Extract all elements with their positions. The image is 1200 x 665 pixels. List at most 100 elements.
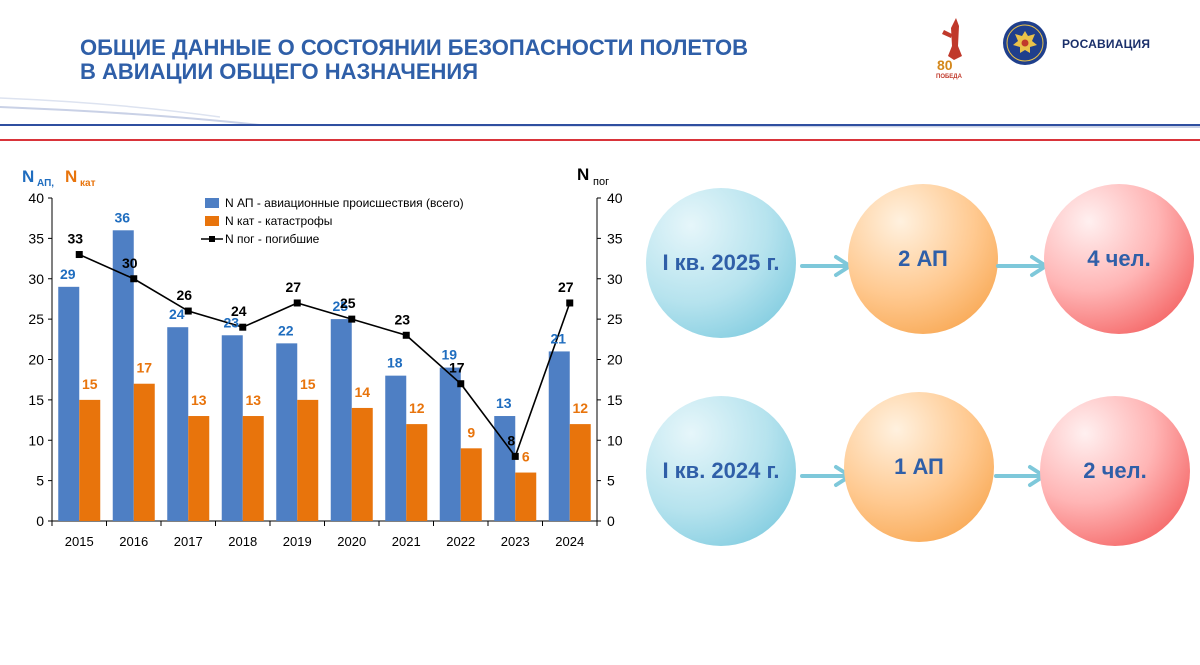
accidents-circle-2025: 2 АП	[848, 184, 998, 334]
x-tick-label: 2019	[283, 534, 312, 549]
label-ap: 19	[441, 347, 457, 363]
period-circle-2024: I кв. 2024 г.	[646, 396, 796, 546]
y-tick-label-right: 0	[607, 513, 615, 529]
legend-swatch-kat	[205, 216, 219, 226]
y-tick-label-left: 20	[28, 352, 44, 368]
label-kat: 12	[409, 400, 425, 416]
fatalities-circle-2024: 2 чел.	[1040, 396, 1190, 546]
chart-line	[75, 251, 574, 460]
bar-kat	[569, 424, 591, 521]
chart-legend: N АП - авиационные происшествия (всего) N…	[201, 196, 464, 246]
y-tick-label-left: 5	[36, 473, 44, 489]
bar-kat	[515, 472, 537, 521]
bar-ap	[167, 327, 189, 521]
marker-pog	[130, 275, 138, 283]
x-tick-label: 2024	[555, 534, 584, 549]
bar-kat	[460, 448, 482, 521]
bar-kat	[297, 399, 319, 521]
y-left-label-kat: N	[65, 167, 77, 186]
victory-80-logo: 80 ПОБЕДА	[936, 18, 963, 80]
label-pog: 23	[394, 311, 410, 327]
x-tick-label: 2016	[119, 534, 148, 549]
fatalities-circle-2025: 4 чел.	[1044, 184, 1194, 334]
label-ap: 24	[169, 306, 185, 322]
legend-marker-pog	[209, 236, 215, 242]
marker-pog	[184, 307, 192, 315]
y-right-label-sub: пог	[593, 176, 609, 188]
label-kat: 15	[300, 376, 316, 392]
bar-ap	[548, 351, 570, 521]
label-ap: 36	[114, 209, 130, 225]
marker-pog	[293, 299, 301, 307]
marker-pog	[75, 251, 83, 259]
page-title: ОБЩИЕ ДАННЫЕ О СОСТОЯНИИ БЕЗОПАСНОСТИ ПО…	[80, 36, 748, 84]
label-pog: 25	[340, 295, 356, 311]
period-label-2025: I кв. 2025 г.	[662, 250, 780, 275]
bar-ap	[439, 367, 461, 521]
label-pog: 30	[122, 255, 138, 271]
y-tick-label-right: 10	[607, 432, 623, 448]
legend-swatch-ap	[205, 198, 219, 208]
label-pog: 17	[449, 360, 465, 376]
x-tick-label: 2017	[174, 534, 203, 549]
period-label-2024: I кв. 2024 г.	[662, 458, 780, 483]
marker-pog	[402, 331, 410, 339]
y-tick-label-left: 30	[28, 271, 44, 287]
bar-kat	[242, 416, 264, 521]
fatalities-label-2024: 2 чел.	[1083, 458, 1147, 483]
label-kat: 6	[522, 449, 530, 465]
y-left-label-kat-sub: кат	[80, 178, 96, 189]
y-left-label-ap: N	[22, 167, 34, 186]
label-ap: 22	[278, 322, 294, 338]
bar-kat	[188, 416, 210, 521]
bar-ap	[221, 335, 243, 521]
quarter-comparison: I кв. 2025 г. 2 АП 4 чел. I кв. 2024 г. …	[640, 180, 1200, 580]
marker-pog	[348, 315, 356, 323]
y-tick-label-right: 35	[607, 230, 623, 246]
marker-pog	[566, 299, 574, 307]
y-tick-label-left: 15	[28, 392, 44, 408]
bar-kat	[351, 407, 373, 521]
label-kat: 14	[354, 384, 370, 400]
title-line-2: В АВИАЦИИ ОБЩЕГО НАЗНАЧЕНИЯ	[80, 59, 479, 84]
accidents-label-2025: 2 АП	[898, 246, 948, 271]
bar-kat	[406, 424, 428, 521]
agency-name: РОСАВИАЦИЯ	[1062, 37, 1151, 51]
y-tick-label-left: 25	[28, 311, 44, 327]
x-tick-label: 2020	[337, 534, 366, 549]
period-circle-2025: I кв. 2025 г.	[646, 188, 796, 338]
y-tick-label-right: 40	[607, 190, 623, 206]
bar-ap	[330, 319, 352, 521]
legend-label-pog: N пог - погибшие	[225, 232, 320, 246]
y-left-label-ap-sub: АП,	[37, 178, 54, 189]
label-kat: 17	[136, 360, 152, 376]
marker-pog	[457, 380, 465, 388]
x-tick-label: 2018	[228, 534, 257, 549]
chart-bars	[58, 230, 591, 522]
bar-ap	[494, 416, 516, 521]
x-tick-label: 2021	[392, 534, 421, 549]
legend-label-kat: N кат - катастрофы	[225, 214, 332, 228]
label-kat: 13	[191, 392, 207, 408]
label-kat: 9	[467, 424, 475, 440]
svg-text:ПОБЕДА: ПОБЕДА	[936, 74, 963, 80]
label-pog: 33	[67, 231, 83, 247]
bar-ap	[385, 375, 407, 521]
bar-ap	[58, 286, 80, 521]
x-tick-label: 2022	[446, 534, 475, 549]
bar-kat	[133, 383, 155, 521]
label-ap: 18	[387, 355, 403, 371]
label-ap: 21	[550, 330, 566, 346]
y-tick-label-right: 5	[607, 473, 615, 489]
label-kat: 13	[245, 392, 261, 408]
x-tick-label: 2023	[501, 534, 530, 549]
bar-ap	[276, 343, 298, 521]
bar-ap	[112, 230, 134, 522]
label-pog: 27	[285, 279, 301, 295]
accidents-label-2024: 1 АП	[894, 454, 944, 479]
series-line-pog	[78, 253, 571, 459]
y-tick-label-left: 10	[28, 432, 44, 448]
